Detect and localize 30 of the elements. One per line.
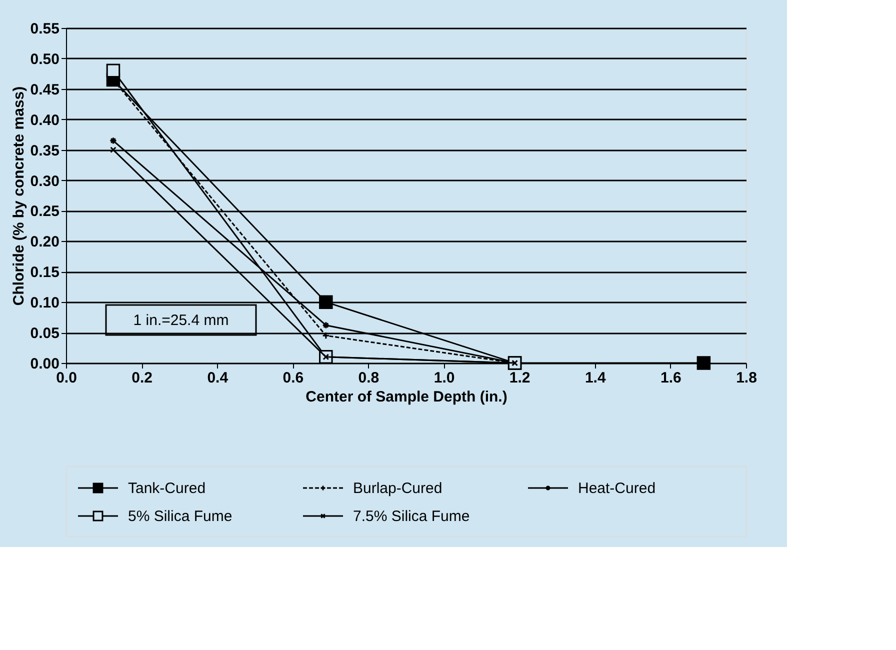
legend-label: 7.5% Silica Fume	[353, 508, 470, 525]
y-tick-label: 0.35	[30, 142, 60, 160]
y-tick-label: 0.25	[30, 203, 60, 220]
annotation: 1 in.=25.4 mm	[133, 312, 229, 329]
x-tick-label: 1.0	[434, 370, 455, 386]
legend-label: Tank-Cured	[128, 480, 206, 497]
x-axis-title: Center of Sample Depth (in.)	[306, 388, 508, 406]
y-tick-label: 0.00	[30, 356, 60, 372]
y-tick-label: 0.50	[30, 50, 60, 68]
y-tick-label: 0.05	[30, 325, 60, 342]
x-tick-label: 0.2	[132, 370, 152, 386]
y-tick-label: 0.55	[30, 20, 60, 38]
legend-label: Burlap-Cured	[353, 480, 442, 497]
legend-label: 5% Silica Fume	[128, 508, 232, 525]
y-tick-label: 0.30	[30, 172, 60, 190]
x-tick-label: 1.2	[509, 370, 530, 386]
y-tick-label: 0.40	[30, 112, 60, 129]
legend-label: Heat-Cured	[578, 480, 656, 497]
x-tick-label: 0.0	[56, 370, 77, 386]
x-tick-label: 0.6	[282, 370, 304, 386]
x-tick-label: 0.8	[358, 370, 380, 386]
x-tick-label: 1.8	[736, 370, 757, 386]
x-tick-label: 1.6	[660, 370, 682, 386]
y-tick-label: 0.10	[30, 294, 60, 312]
y-tick-label: 0.20	[30, 234, 60, 251]
y-tick-label: 0.15	[30, 264, 60, 282]
x-tick-label: 0.4	[207, 370, 229, 386]
y-axis-title: Chloride (% by concrete mass)	[10, 86, 28, 306]
x-tick-label: 1.4	[584, 370, 606, 386]
y-tick-label: 0.45	[30, 81, 60, 98]
